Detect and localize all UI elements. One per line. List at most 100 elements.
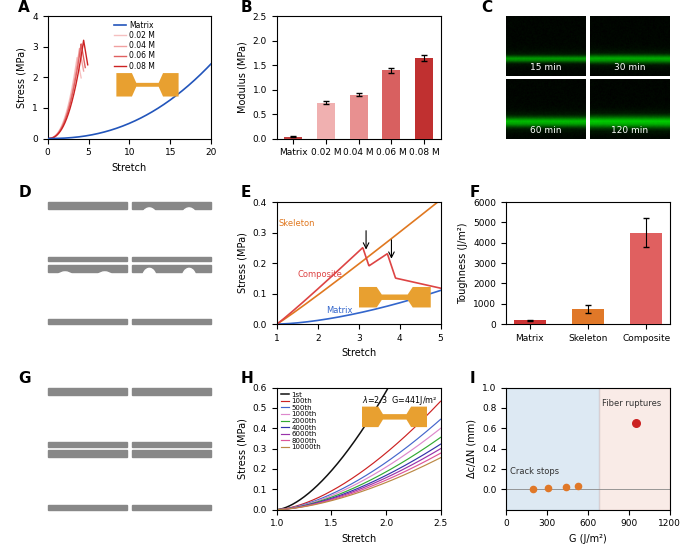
Bar	[48, 256, 127, 261]
4000th	[370, 478, 378, 484]
1000th	[273, 506, 282, 513]
Ellipse shape	[163, 398, 180, 415]
Y-axis label: Modulus (MPa): Modulus (MPa)	[237, 42, 247, 113]
8000th	[437, 450, 445, 456]
Text: G: G	[18, 370, 31, 386]
Point	[573, 482, 584, 490]
100th	[437, 398, 445, 404]
4000th	[421, 450, 429, 457]
Text: $\lambda$=2.3  G=441J/m²: $\lambda$=2.3 G=441J/m²	[362, 393, 437, 407]
Ellipse shape	[79, 398, 96, 415]
Point	[543, 484, 554, 493]
Line: 1st: 1st	[277, 284, 441, 510]
Bar	[132, 387, 211, 395]
Bar	[48, 319, 127, 324]
500th	[273, 506, 281, 513]
Bar	[382, 70, 401, 139]
Bar	[48, 442, 127, 447]
Text: $\lambda$=1.9: $\lambda$=1.9	[51, 275, 76, 284]
Bar	[48, 202, 127, 209]
Text: $\lambda$=3.2: $\lambda$=3.2	[135, 212, 160, 221]
Ellipse shape	[55, 461, 72, 478]
6000th	[273, 506, 282, 513]
500th	[370, 467, 378, 474]
Y-axis label: Δc/ΔN (mm): Δc/ΔN (mm)	[466, 419, 477, 478]
Text: I: I	[470, 370, 476, 386]
6000th	[370, 480, 378, 486]
Ellipse shape	[94, 236, 116, 251]
1st	[421, 313, 429, 320]
Ellipse shape	[55, 297, 75, 316]
10000th	[411, 467, 419, 473]
Line: 2000th: 2000th	[277, 437, 441, 510]
Text: A: A	[18, 0, 30, 15]
Line: 1000th: 1000th	[277, 429, 441, 510]
Text: 15 min: 15 min	[530, 64, 562, 72]
Legend: 1st, 100th, 500th, 1000th, 2000th, 4000th, 6000th, 8000th, 10000th: 1st, 100th, 500th, 1000th, 2000th, 4000t…	[280, 391, 322, 451]
Ellipse shape	[187, 420, 204, 436]
2000th	[273, 506, 282, 513]
Ellipse shape	[187, 398, 204, 415]
100th	[411, 424, 419, 431]
Bar	[132, 319, 211, 324]
10000th	[370, 484, 378, 490]
10000th	[273, 506, 281, 513]
2000th	[370, 475, 378, 482]
1st	[373, 403, 381, 410]
Text: C: C	[481, 0, 492, 15]
4000th	[411, 456, 419, 463]
4000th	[437, 441, 445, 448]
8000th	[421, 458, 429, 465]
2000th	[370, 475, 378, 482]
Bar	[513, 321, 545, 324]
Ellipse shape	[163, 420, 180, 436]
1000th	[437, 425, 445, 432]
10000th	[273, 506, 282, 513]
Text: Skeleton: Skeleton	[279, 219, 316, 229]
Bar	[132, 256, 211, 261]
Bar	[415, 58, 433, 139]
Ellipse shape	[54, 213, 76, 227]
Bar	[284, 136, 303, 139]
1000th	[411, 444, 419, 451]
Text: B: B	[241, 0, 252, 15]
2000th	[437, 434, 445, 441]
Text: H: H	[241, 370, 254, 386]
6000th	[370, 480, 378, 487]
Bar	[132, 202, 211, 209]
Line: 8000th: 8000th	[277, 453, 441, 510]
Ellipse shape	[103, 461, 120, 478]
1st	[273, 506, 282, 513]
6000th	[273, 506, 281, 513]
Ellipse shape	[55, 482, 72, 499]
10000th	[373, 483, 381, 489]
Ellipse shape	[163, 461, 180, 478]
Ellipse shape	[139, 420, 156, 436]
4000th	[273, 506, 281, 513]
Bar	[506, 387, 599, 510]
Ellipse shape	[187, 461, 204, 478]
Bar	[132, 442, 211, 447]
1st	[273, 506, 281, 513]
Line: 10000th: 10000th	[277, 458, 441, 510]
Ellipse shape	[55, 272, 75, 291]
Ellipse shape	[95, 272, 115, 291]
Bar	[132, 265, 211, 272]
100th	[273, 506, 282, 513]
X-axis label: Stretch: Stretch	[341, 534, 376, 544]
X-axis label: G (J/m²): G (J/m²)	[569, 534, 607, 544]
100th	[421, 414, 429, 420]
500th	[370, 467, 378, 473]
Text: Crack stops: Crack stops	[510, 467, 559, 476]
Bar	[599, 387, 670, 510]
Y-axis label: Stress (MPa): Stress (MPa)	[237, 232, 247, 294]
Bar	[48, 265, 127, 272]
1000th	[370, 471, 378, 477]
1st	[437, 281, 445, 287]
Ellipse shape	[181, 208, 197, 229]
Ellipse shape	[139, 461, 156, 478]
2000th	[421, 444, 429, 451]
Text: 30 min: 30 min	[614, 64, 645, 72]
Bar	[132, 450, 211, 458]
Text: N=10,000: N=10,000	[151, 461, 192, 470]
